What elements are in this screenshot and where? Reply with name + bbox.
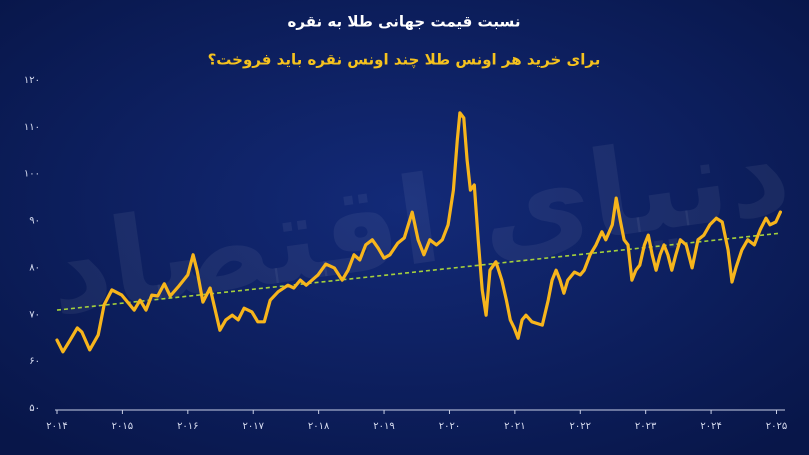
data-line [55,111,782,354]
x-tick-label: ۲۰۲۱ [504,421,525,432]
chart-subtitle: برای خرید هر اونس طلا چند اونس نقره باید… [208,51,601,70]
y-tick-label: ۱۰۰ [24,169,40,180]
x-tick-label: ۲۰۱۹ [373,421,394,432]
x-tick-label: ۲۰۲۲ [570,421,591,432]
x-tick-label: ۲۰۱۵ [112,421,133,432]
x-tick-label: ۲۰۲۴ [700,421,721,432]
y-tick-label: ۹۰ [29,216,40,227]
chart-title: نسبت قیمت جهانی طلا به نقره [288,13,521,31]
y-tick-label: ۷۰ [29,309,40,320]
x-tick-label: ۲۰۲۳ [635,421,657,432]
x-tick-label: ۲۰۱۷ [242,421,264,432]
x-tick-label: ۲۰۱۴ [46,421,67,432]
x-tick-label: ۲۰۲۵ [766,421,787,432]
y-tick-label: ۱۱۰ [24,122,40,133]
y-tick-label: ۶۰ [29,356,40,367]
y-tick-label: ۱۲۰ [24,75,40,86]
y-tick-label: ۵۰ [29,403,40,414]
trend-line [56,232,781,311]
y-tick-label: ۸۰ [29,262,40,273]
x-tick-label: ۲۰۲۰ [439,421,460,432]
x-tick-label: ۲۰۱۸ [308,421,330,432]
x-tick-label: ۲۰۱۶ [177,421,198,432]
